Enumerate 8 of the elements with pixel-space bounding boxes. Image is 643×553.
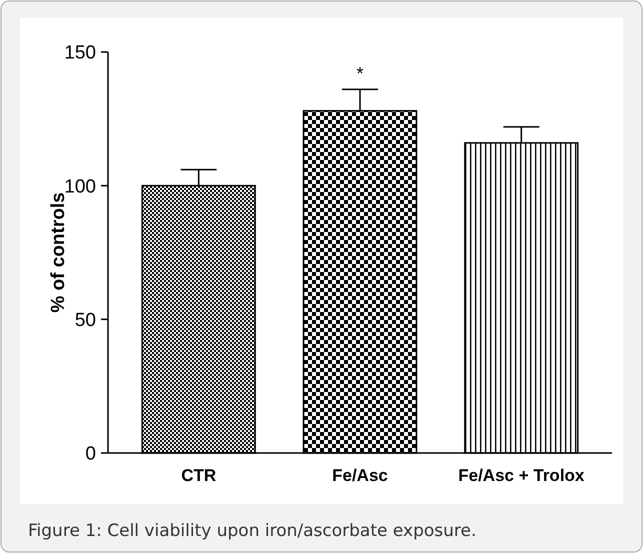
x-tick-label: CTR bbox=[181, 466, 216, 485]
y-tick-label: 150 bbox=[64, 42, 96, 64]
annotation: * bbox=[356, 63, 364, 84]
y-tick-label: 50 bbox=[74, 310, 96, 331]
caption: Figure 1: Cell viability upon iron/ascorbate exposure. bbox=[28, 521, 476, 541]
x-tick-label: Fe/Asc bbox=[332, 466, 388, 485]
x-tick-label: Fe/Asc + Trolox bbox=[458, 466, 585, 485]
y-tick-label: 0 bbox=[85, 444, 96, 465]
